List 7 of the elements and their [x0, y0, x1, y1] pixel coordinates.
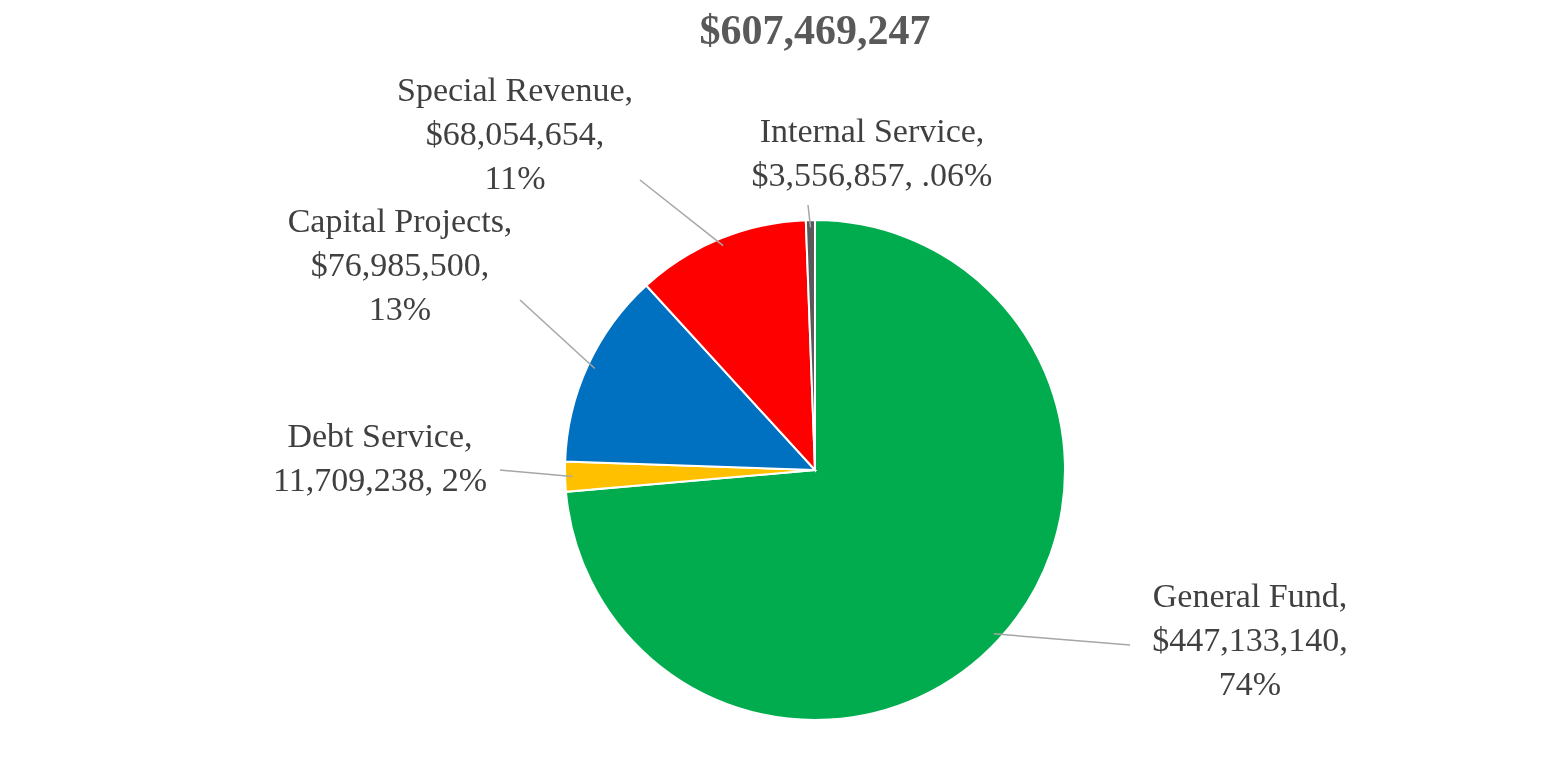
pie-slice	[564, 219, 1066, 721]
chart-title: $607,469,247	[699, 7, 931, 53]
slice-label: Capital Projects, $76,985,500, 13%	[286, 201, 514, 329]
slice-label: General Fund, $447,133,140, 74%	[1151, 576, 1349, 704]
slice-label: Internal Service, $3,556,857, .06%	[750, 111, 994, 195]
slice-label: Special Revenue, $68,054,654, 11%	[396, 70, 634, 198]
slice-label: Debt Service, 11,709,238, 2%	[271, 416, 489, 500]
